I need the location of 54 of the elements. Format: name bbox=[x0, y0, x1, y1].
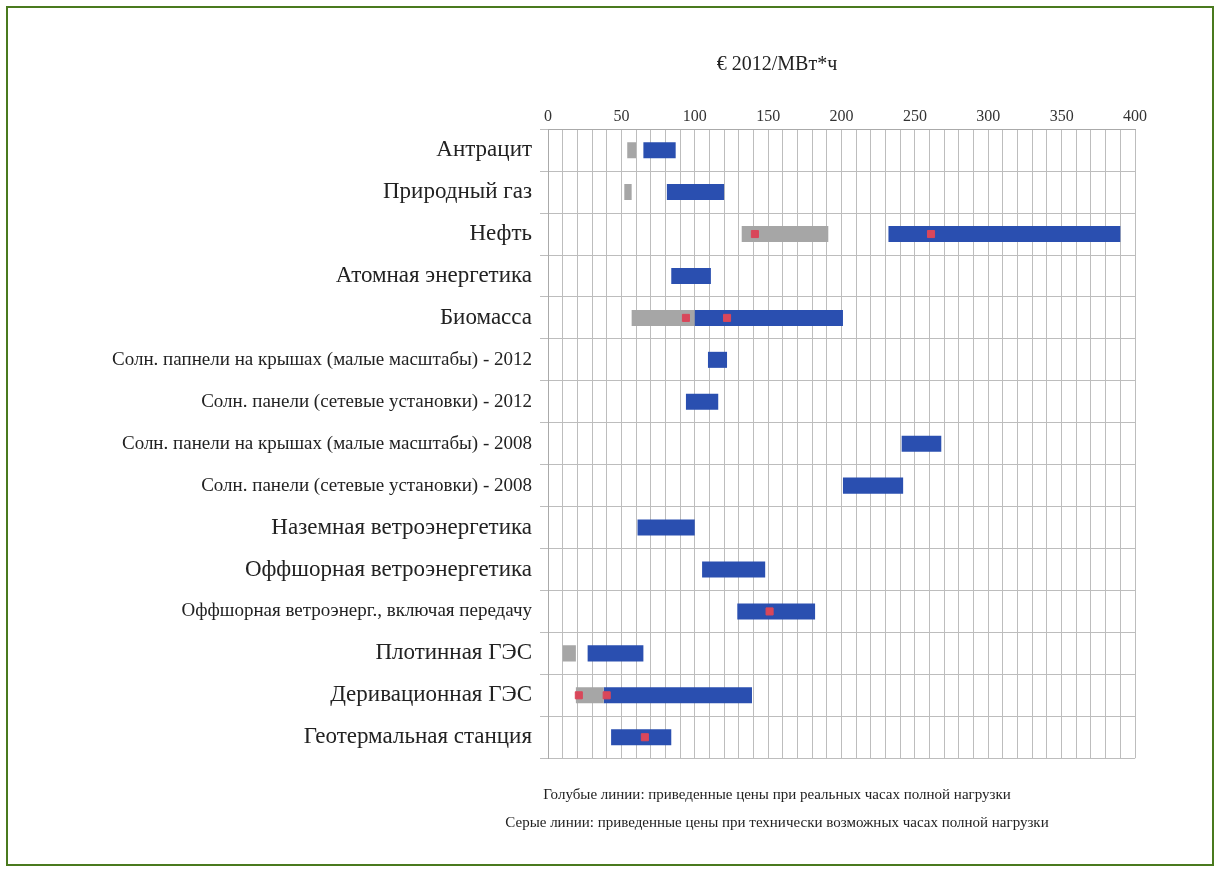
bar bbox=[671, 267, 711, 284]
y-tick-label: Солн. панели (сетевые установки) - 2012 bbox=[201, 389, 532, 412]
bar bbox=[603, 687, 752, 704]
bar bbox=[702, 561, 766, 578]
bar bbox=[888, 226, 1121, 243]
y-tick-label: Нефть bbox=[469, 220, 532, 246]
text: Голубые линии: приведенные цены при реальных часах полной нагрузки bbox=[542, 785, 1012, 804]
bar bbox=[611, 729, 672, 746]
x-tick-label: 0 bbox=[544, 106, 552, 124]
y-tick-label: Наземная ветроэнергетика bbox=[271, 513, 532, 539]
y-tick-label: Атомная энергетика bbox=[335, 262, 532, 288]
bar bbox=[562, 645, 576, 662]
x-tick-label: 100 bbox=[682, 106, 707, 124]
bar bbox=[707, 351, 728, 368]
point bbox=[681, 313, 690, 322]
point bbox=[602, 691, 611, 700]
y-tick-label: Деривационная ГЭС bbox=[330, 681, 532, 707]
bar bbox=[631, 309, 695, 326]
y-tick-label: Оффшорная ветроэнергетика bbox=[244, 555, 532, 581]
point bbox=[574, 691, 583, 700]
y-tick-label: Солн. панели на крышах (малые масштабы) - 2008 bbox=[121, 431, 532, 454]
x-tick-label: 150 bbox=[756, 106, 781, 124]
x-tick-label: 400 bbox=[1123, 106, 1147, 124]
point bbox=[926, 230, 936, 239]
y-tick-label: Антрацит bbox=[436, 136, 532, 162]
bar bbox=[624, 184, 632, 201]
x-tick-label: 350 bbox=[1049, 106, 1074, 124]
bar bbox=[637, 519, 695, 536]
point bbox=[640, 733, 649, 742]
y-tick-label: Геотермальная станция bbox=[303, 723, 533, 749]
bar bbox=[901, 435, 942, 452]
point bbox=[723, 313, 732, 322]
y-tick-label: Природный газ bbox=[382, 178, 532, 204]
bar bbox=[741, 226, 829, 243]
bar bbox=[737, 603, 816, 620]
bar bbox=[685, 393, 719, 410]
bar bbox=[587, 645, 644, 662]
text: Серые линии: приведенные цены при технически возможных часах полной нагрузки bbox=[504, 813, 1050, 832]
x-axis-title: € 2012/МВт*ч bbox=[715, 52, 839, 75]
y-tick-label: Плотинная ГЭС bbox=[375, 639, 532, 665]
point bbox=[765, 607, 774, 616]
x-tick-label: 50 bbox=[613, 106, 630, 124]
bar bbox=[666, 184, 725, 201]
y-tick-label: Солн. папнели на крышах (малые масштабы) - 2012 bbox=[112, 347, 532, 370]
bar bbox=[643, 142, 676, 159]
x-tick-label: 250 bbox=[902, 106, 927, 124]
bar bbox=[842, 477, 904, 494]
point bbox=[750, 230, 759, 239]
y-tick-label: Солн. панели (сетевые установки) - 2008 bbox=[201, 473, 532, 496]
x-tick-label: 200 bbox=[829, 106, 854, 124]
y-tick-label: Оффшорная ветроэнерг., включая передачу bbox=[181, 599, 533, 621]
bar bbox=[627, 142, 637, 159]
y-tick-label: Биомасса bbox=[439, 303, 532, 329]
x-tick-label: 300 bbox=[976, 106, 1001, 124]
